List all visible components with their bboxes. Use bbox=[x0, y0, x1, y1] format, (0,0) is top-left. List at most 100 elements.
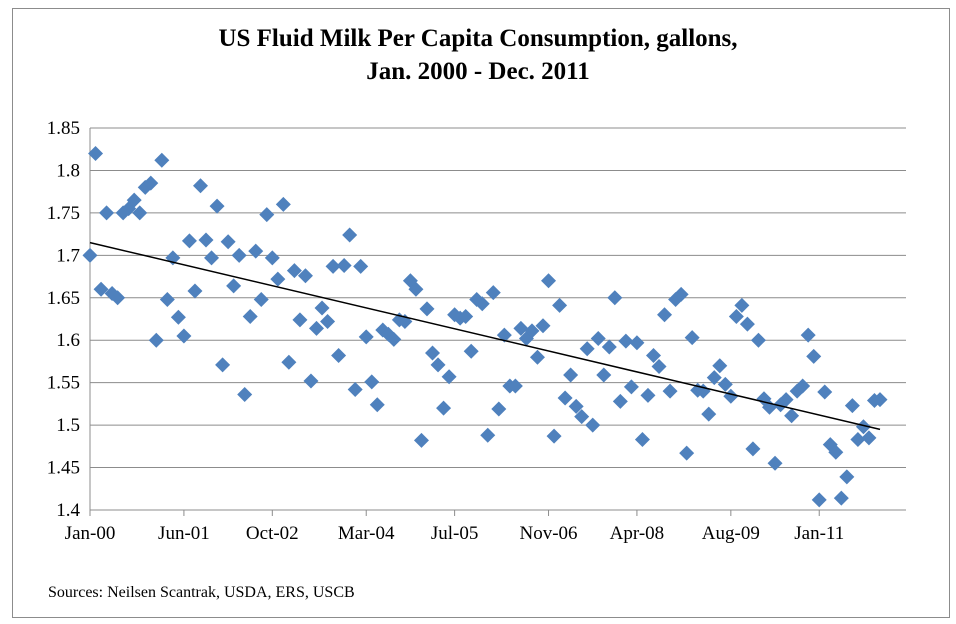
data-point bbox=[750, 332, 766, 348]
data-point bbox=[441, 369, 457, 385]
data-point bbox=[253, 291, 269, 307]
data-point bbox=[872, 392, 888, 408]
data-point bbox=[93, 281, 109, 297]
data-point bbox=[270, 271, 286, 287]
data-point bbox=[795, 378, 811, 394]
data-point bbox=[728, 308, 744, 324]
data-point bbox=[778, 392, 794, 408]
data-point bbox=[297, 268, 313, 284]
data-point bbox=[320, 314, 336, 330]
y-tick-label: 1.6 bbox=[56, 330, 80, 351]
data-point bbox=[474, 296, 490, 312]
data-point bbox=[237, 387, 253, 403]
data-point bbox=[358, 329, 374, 345]
chart-frame bbox=[12, 8, 950, 618]
y-tick-label: 1.7 bbox=[56, 245, 80, 266]
data-point bbox=[192, 178, 208, 194]
source-note: Sources: Neilsen Scantrak, USDA, ERS, US… bbox=[48, 584, 355, 601]
data-point bbox=[286, 263, 302, 279]
data-point bbox=[181, 233, 197, 249]
y-tick-label: 1.5 bbox=[56, 415, 80, 436]
axes bbox=[89, 128, 906, 511]
data-point bbox=[618, 333, 634, 349]
data-point bbox=[170, 309, 186, 325]
y-tick-label: 1.65 bbox=[47, 288, 80, 309]
data-point bbox=[82, 247, 98, 263]
data-point bbox=[259, 207, 275, 223]
data-point bbox=[496, 327, 512, 343]
data-point bbox=[220, 234, 236, 250]
data-point bbox=[485, 285, 501, 301]
data-point bbox=[557, 390, 573, 406]
data-point bbox=[132, 205, 148, 221]
data-point bbox=[568, 398, 584, 414]
data-point bbox=[784, 408, 800, 424]
data-point bbox=[601, 339, 617, 355]
data-point bbox=[739, 316, 755, 332]
data-point bbox=[281, 354, 297, 370]
data-point bbox=[264, 250, 280, 266]
x-tick-label: Jan-11 bbox=[794, 523, 844, 544]
x-tick-label: Aug-09 bbox=[702, 523, 760, 544]
data-point bbox=[204, 250, 220, 266]
data-point bbox=[242, 308, 258, 324]
data-point bbox=[684, 330, 700, 346]
data-point bbox=[325, 258, 341, 274]
chart-title: US Fluid Milk Per Capita Consumption, ga… bbox=[0, 22, 956, 88]
data-point bbox=[844, 398, 860, 414]
data-point bbox=[126, 192, 142, 208]
data-point bbox=[176, 328, 192, 344]
data-point bbox=[645, 348, 661, 364]
data-point bbox=[413, 432, 429, 448]
y-tick-label: 1.45 bbox=[47, 458, 80, 479]
data-point bbox=[585, 417, 601, 433]
data-point bbox=[292, 312, 308, 328]
data-point bbox=[855, 419, 871, 435]
data-point bbox=[634, 432, 650, 448]
chart-title-line-2: Jan. 2000 - Dec. 2011 bbox=[366, 58, 590, 85]
data-point bbox=[463, 343, 479, 359]
data-point bbox=[817, 384, 833, 400]
data-point bbox=[491, 401, 507, 417]
data-point bbox=[275, 196, 291, 212]
y-tick-label: 1.75 bbox=[47, 203, 80, 224]
data-point bbox=[369, 397, 385, 413]
x-tick-label: Jun-01 bbox=[158, 523, 210, 544]
data-point bbox=[563, 367, 579, 383]
data-point bbox=[148, 332, 164, 348]
data-point bbox=[640, 387, 656, 403]
data-point bbox=[574, 409, 590, 425]
data-point bbox=[833, 490, 849, 506]
x-tick-label: Nov-06 bbox=[520, 523, 578, 544]
data-point bbox=[541, 273, 557, 289]
data-point bbox=[336, 258, 352, 274]
data-point bbox=[745, 441, 761, 457]
gridlines bbox=[90, 127, 906, 469]
data-point bbox=[800, 327, 816, 343]
data-point bbox=[612, 393, 628, 409]
data-point bbox=[524, 323, 540, 339]
data-point bbox=[734, 297, 750, 313]
data-point bbox=[839, 469, 855, 485]
data-point bbox=[215, 357, 231, 373]
data-point bbox=[596, 367, 612, 383]
data-point bbox=[590, 331, 606, 347]
data-point bbox=[607, 290, 623, 306]
data-points bbox=[82, 145, 888, 508]
data-point bbox=[513, 320, 529, 336]
data-point bbox=[88, 145, 104, 161]
data-point bbox=[436, 400, 452, 416]
data-point bbox=[309, 320, 325, 336]
data-point bbox=[706, 370, 722, 386]
trendline bbox=[89, 241, 881, 431]
data-point bbox=[314, 300, 330, 316]
data-point bbox=[850, 432, 866, 448]
data-point bbox=[143, 175, 159, 191]
data-point bbox=[579, 341, 595, 357]
data-point bbox=[657, 307, 673, 323]
data-point bbox=[717, 376, 733, 392]
data-point bbox=[386, 331, 402, 347]
y-tick-label: 1.8 bbox=[56, 160, 80, 181]
data-point bbox=[159, 291, 175, 307]
data-point bbox=[546, 428, 562, 444]
